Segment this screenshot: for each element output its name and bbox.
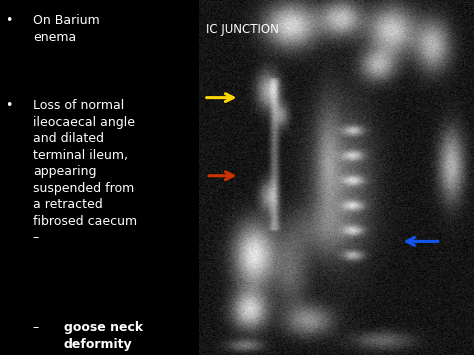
Text: IC JUNCTION: IC JUNCTION (206, 23, 279, 36)
Text: •: • (5, 99, 12, 113)
Text: goose neck
deformity: goose neck deformity (64, 321, 143, 351)
Text: –: – (33, 321, 44, 334)
Text: •: • (5, 14, 12, 27)
Text: Loss of normal
ileocaecal angle
and dilated
terminal ileum,
appearing
suspended : Loss of normal ileocaecal angle and dila… (33, 99, 137, 244)
Text: On Barium
enema: On Barium enema (33, 14, 100, 44)
